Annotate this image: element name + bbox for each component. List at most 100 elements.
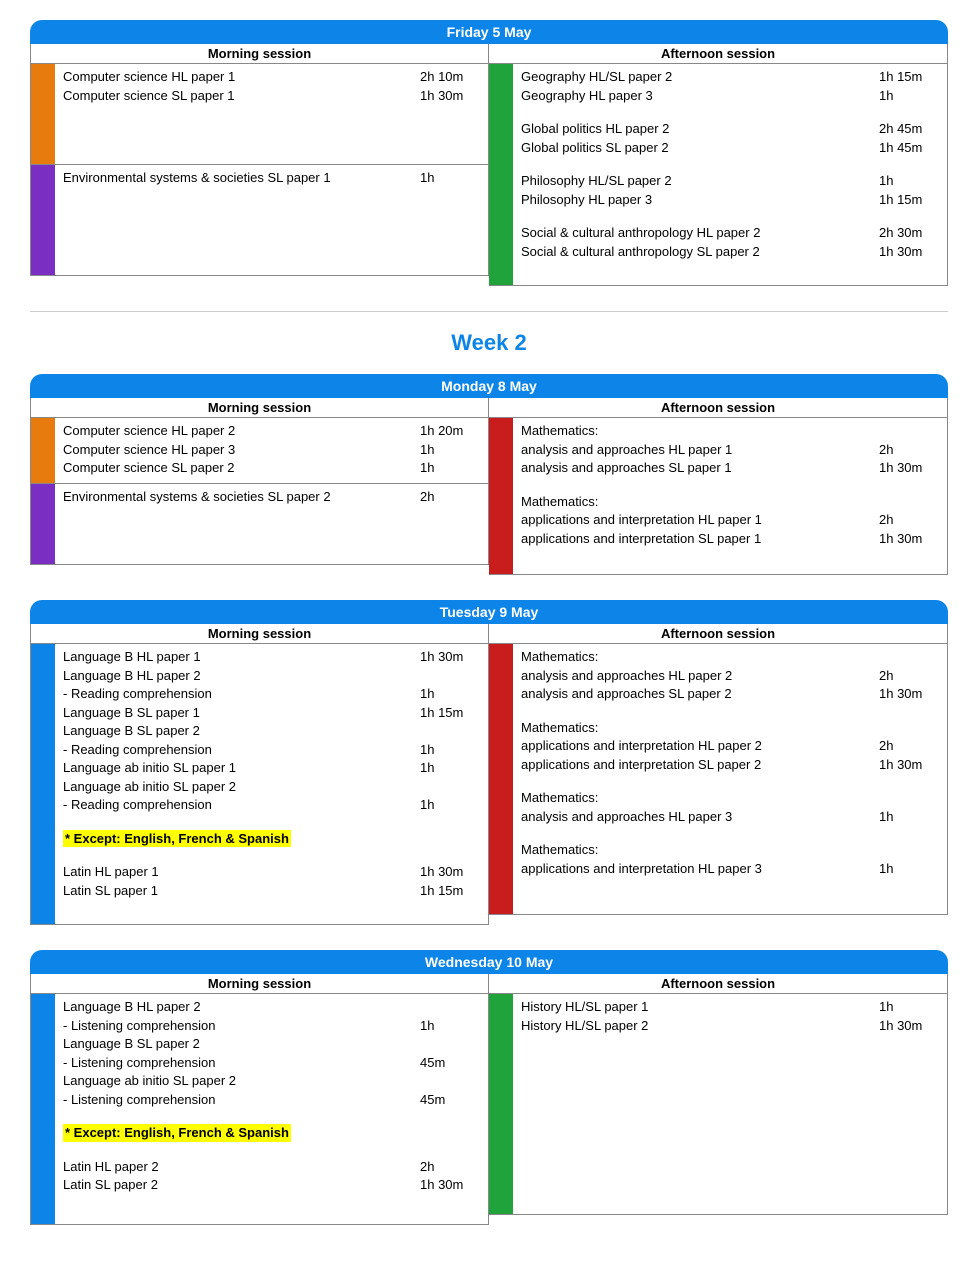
- exam-name: History HL/SL paper 2: [521, 1017, 879, 1035]
- exam-duration: 1h 30m: [879, 530, 939, 548]
- exam-line: Computer science SL paper 11h 30m: [63, 87, 480, 105]
- exam-name: Philosophy HL paper 3: [521, 191, 879, 209]
- exam-line: Global politics HL paper 22h 45m: [521, 120, 939, 138]
- exam-duration: 1h: [420, 685, 480, 703]
- exam-name: Computer science HL paper 2: [63, 422, 420, 440]
- day-block: Monday 8 MayMorning sessionComputer scie…: [30, 374, 948, 575]
- exam-duration: 1h 20m: [420, 422, 480, 440]
- exam-name: Language B HL paper 2: [63, 998, 420, 1016]
- exam-line: Latin SL paper 11h 15m: [63, 882, 480, 900]
- exam-line: Philosophy HL/SL paper 21h: [521, 172, 939, 190]
- afternoon-session: Afternoon sessionMathematics:analysis an…: [489, 624, 948, 925]
- exam-slot: Environmental systems & societies SL pap…: [31, 484, 489, 565]
- subject-color-bar: [489, 644, 513, 914]
- exam-name: Latin HL paper 2: [63, 1158, 420, 1176]
- exam-name: Social & cultural anthropology SL paper …: [521, 243, 879, 261]
- exam-slot: Language B HL paper 11h 30mLanguage B HL…: [31, 644, 489, 925]
- exam-line: - Listening comprehension45m: [63, 1054, 480, 1072]
- session-title: Afternoon session: [489, 398, 948, 418]
- exam-name: applications and interpretation HL paper…: [521, 511, 879, 529]
- exam-line: Mathematics:: [521, 841, 939, 859]
- exam-name: Geography HL/SL paper 2: [521, 68, 879, 86]
- exam-name: Language ab initio SL paper 2: [63, 778, 420, 796]
- blank-line: [63, 1143, 480, 1157]
- blank-line: [521, 478, 939, 492]
- exam-duration: 1h 30m: [420, 863, 480, 881]
- exam-duration: 1h: [879, 808, 939, 826]
- exam-line: Computer science HL paper 12h 10m: [63, 68, 480, 86]
- exam-line: applications and interpretation HL paper…: [521, 737, 939, 755]
- week-title: Week 2: [30, 330, 948, 356]
- afternoon-session: Afternoon sessionHistory HL/SL paper 11h…: [489, 974, 948, 1225]
- exam-duration: 1h: [879, 998, 939, 1016]
- exception-note: * Except: English, French & Spanish: [63, 830, 480, 848]
- session-title: Afternoon session: [489, 974, 948, 994]
- exam-line: Computer science HL paper 21h 20m: [63, 422, 480, 440]
- exam-duration: 1h 45m: [879, 139, 939, 157]
- exam-line: applications and interpretation HL paper…: [521, 511, 939, 529]
- day-header: Friday 5 May: [30, 20, 948, 44]
- day-block: Friday 5 MayMorning sessionComputer scie…: [30, 20, 948, 286]
- exam-line: applications and interpretation SL paper…: [521, 756, 939, 774]
- afternoon-session: Afternoon session Mathematics: analysis an…: [489, 398, 948, 575]
- exam-name: Environmental systems & societies SL pap…: [63, 169, 420, 187]
- exam-name: analysis and approaches SL paper 1: [521, 459, 879, 477]
- exam-duration: 2h: [420, 1158, 480, 1176]
- exam-line: Mathematics:: [521, 493, 939, 511]
- exam-line: Latin HL paper 11h 30m: [63, 863, 480, 881]
- exam-duration: 1h 30m: [879, 1017, 939, 1035]
- morning-session: Morning sessionComputer science HL paper…: [30, 398, 489, 575]
- subject-color-bar: [489, 994, 513, 1214]
- exam-line: Language B SL paper 2: [63, 1035, 480, 1053]
- exam-name: Latin SL paper 1: [63, 882, 420, 900]
- exam-line: - Reading comprehension1h: [63, 685, 480, 703]
- exam-line: applications and interpretation HL paper…: [521, 860, 939, 878]
- day-block: Tuesday 9 MayMorning sessionLanguage B H…: [30, 600, 948, 925]
- exam-duration: 1h 30m: [879, 459, 939, 477]
- slot-content: Environmental systems & societies SL pap…: [55, 484, 488, 564]
- subject-color-bar: [31, 644, 55, 924]
- exam-line: Social & cultural anthropology HL paper …: [521, 224, 939, 242]
- exam-line: Environmental systems & societies SL pap…: [63, 488, 480, 506]
- blank-line: [521, 774, 939, 788]
- exam-line: applications and interpretation SL paper…: [521, 530, 939, 548]
- slot-content: Computer science HL paper 21h 20mCompute…: [55, 418, 488, 483]
- morning-session: Morning sessionLanguage B HL paper 11h 3…: [30, 624, 489, 925]
- exam-slot: Computer science HL paper 21h 20mCompute…: [31, 418, 489, 484]
- exam-name: Mathematics:: [521, 789, 879, 807]
- exam-duration: 1h 30m: [879, 756, 939, 774]
- subject-color-bar: [31, 994, 55, 1224]
- highlight-text: * Except: English, French & Spanish: [63, 1124, 291, 1142]
- exam-duration: 1h 15m: [420, 882, 480, 900]
- exam-name: - Listening comprehension: [63, 1091, 420, 1109]
- exam-duration: 2h: [879, 511, 939, 529]
- exam-name: - Listening comprehension: [63, 1054, 420, 1072]
- blank-line: [521, 105, 939, 119]
- exam-name: - Reading comprehension: [63, 685, 420, 703]
- exam-duration: 45m: [420, 1054, 480, 1072]
- subject-color-bar: [489, 418, 513, 574]
- session-title: Morning session: [30, 398, 489, 418]
- exam-slot: Geography HL/SL paper 21h 15mGeography H…: [489, 64, 948, 286]
- blank-line: [521, 826, 939, 840]
- exception-note: * Except: English, French & Spanish: [63, 1124, 480, 1142]
- exam-line: Language B HL paper 2: [63, 998, 480, 1016]
- exam-slot: Language B HL paper 2- Listening compreh…: [31, 994, 489, 1225]
- subject-color-bar: [31, 165, 55, 275]
- slot-content: Environmental systems & societies SL pap…: [55, 165, 488, 275]
- exam-line: Mathematics:: [521, 422, 939, 440]
- exam-duration: 2h: [420, 488, 480, 506]
- exam-duration: 1h 30m: [879, 243, 939, 261]
- exam-name: - Listening comprehension: [63, 1017, 420, 1035]
- exam-duration: 1h 15m: [879, 191, 939, 209]
- exam-name: Mathematics:: [521, 719, 879, 737]
- exam-slot: Mathematics:analysis and approaches HL p…: [489, 644, 948, 915]
- exam-duration: 1h: [420, 759, 480, 777]
- exam-line: Language B SL paper 11h 15m: [63, 704, 480, 722]
- exam-duration: 2h 10m: [420, 68, 480, 86]
- exam-duration: 2h: [879, 441, 939, 459]
- exam-duration: 2h 45m: [879, 120, 939, 138]
- exam-line: Language ab initio SL paper 11h: [63, 759, 480, 777]
- exam-name: Social & cultural anthropology HL paper …: [521, 224, 879, 242]
- blank-line: [63, 815, 480, 829]
